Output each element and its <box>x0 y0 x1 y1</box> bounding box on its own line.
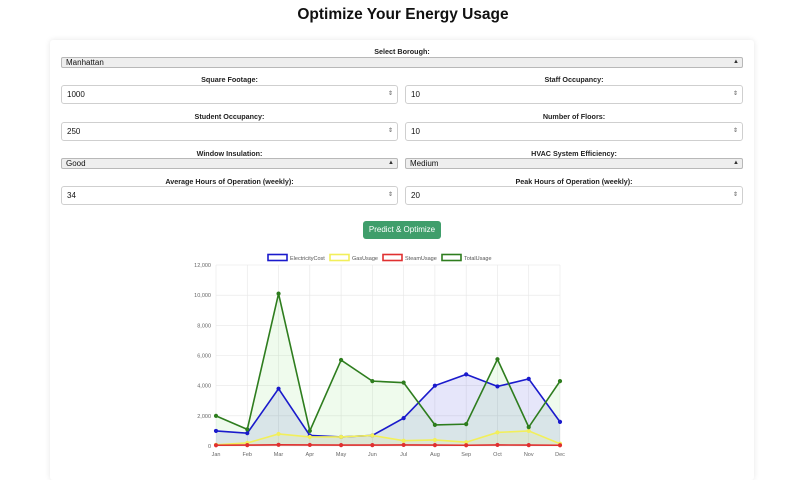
data-point-TotalUsage <box>214 414 217 417</box>
data-point-SteamUsage <box>214 444 217 447</box>
legend-swatch <box>442 255 461 261</box>
data-point-ElectricityCost <box>433 384 436 387</box>
legend-swatch <box>330 255 349 261</box>
data-point-GasUsage <box>371 434 374 437</box>
data-point-TotalUsage <box>558 380 561 383</box>
data-point-TotalUsage <box>402 381 405 384</box>
data-point-GasUsage <box>308 435 311 438</box>
x-tick-label: Oct <box>493 452 502 458</box>
data-point-ElectricityCost <box>496 385 499 388</box>
data-point-SteamUsage <box>527 443 530 446</box>
x-tick-label: Mar <box>274 452 284 458</box>
data-point-SteamUsage <box>371 443 374 446</box>
data-point-ElectricityCost <box>527 377 530 380</box>
data-point-SteamUsage <box>339 443 342 446</box>
legend-label: GasUsage <box>352 256 378 262</box>
data-point-TotalUsage <box>433 423 436 426</box>
x-tick-label: Aug <box>430 452 440 458</box>
data-point-GasUsage <box>433 438 436 441</box>
x-tick-label: Jan <box>212 452 221 458</box>
y-tick-label: 4,000 <box>197 384 211 390</box>
data-point-ElectricityCost <box>402 416 405 419</box>
legend-label: ElectricityCost <box>290 256 325 262</box>
series-area-TotalUsage <box>216 294 560 446</box>
x-tick-label: Jun <box>368 452 377 458</box>
legend-swatch <box>383 255 402 261</box>
x-tick-label: Apr <box>306 452 315 458</box>
legend-label: TotalUsage <box>464 256 492 262</box>
data-point-TotalUsage <box>277 292 280 295</box>
y-tick-label: 6,000 <box>197 354 211 360</box>
y-tick-label: 12,000 <box>194 263 211 269</box>
x-tick-label: Sep <box>461 452 471 458</box>
data-point-TotalUsage <box>308 429 311 432</box>
data-point-TotalUsage <box>496 358 499 361</box>
legend-label: SteamUsage <box>405 256 437 262</box>
data-point-SteamUsage <box>558 444 561 447</box>
data-point-TotalUsage <box>339 358 342 361</box>
data-point-ElectricityCost <box>277 387 280 390</box>
y-tick-label: 2,000 <box>197 414 211 420</box>
data-point-SteamUsage <box>465 444 468 447</box>
data-point-ElectricityCost <box>214 429 217 432</box>
data-point-GasUsage <box>277 432 280 435</box>
legend-swatch <box>268 255 287 261</box>
data-point-SteamUsage <box>246 443 249 446</box>
y-tick-label: 10,000 <box>194 293 211 299</box>
data-point-GasUsage <box>527 429 530 432</box>
data-point-ElectricityCost <box>246 432 249 435</box>
data-point-GasUsage <box>496 431 499 434</box>
x-tick-label: Dec <box>555 452 565 458</box>
y-tick-label: 0 <box>208 444 211 450</box>
data-point-SteamUsage <box>496 443 499 446</box>
energy-usage-chart: 0 2,000 4,000 6,000 8,000 10,000 12,000 Jan Feb M… <box>0 0 806 464</box>
data-point-GasUsage <box>402 439 405 442</box>
x-tick-label: Jul <box>400 452 407 458</box>
x-tick-label: Feb <box>243 452 252 458</box>
data-point-SteamUsage <box>433 443 436 446</box>
data-point-ElectricityCost <box>465 373 468 376</box>
y-tick-label: 8,000 <box>197 323 211 329</box>
x-tick-label: Nov <box>524 452 534 458</box>
data-point-SteamUsage <box>277 443 280 446</box>
data-point-GasUsage <box>339 435 342 438</box>
data-point-TotalUsage <box>527 426 530 429</box>
x-tick-label: May <box>336 452 347 458</box>
data-point-ElectricityCost <box>558 420 561 423</box>
data-point-SteamUsage <box>308 443 311 446</box>
data-point-TotalUsage <box>246 428 249 431</box>
data-point-TotalUsage <box>371 380 374 383</box>
data-point-TotalUsage <box>465 423 468 426</box>
data-point-SteamUsage <box>402 443 405 446</box>
